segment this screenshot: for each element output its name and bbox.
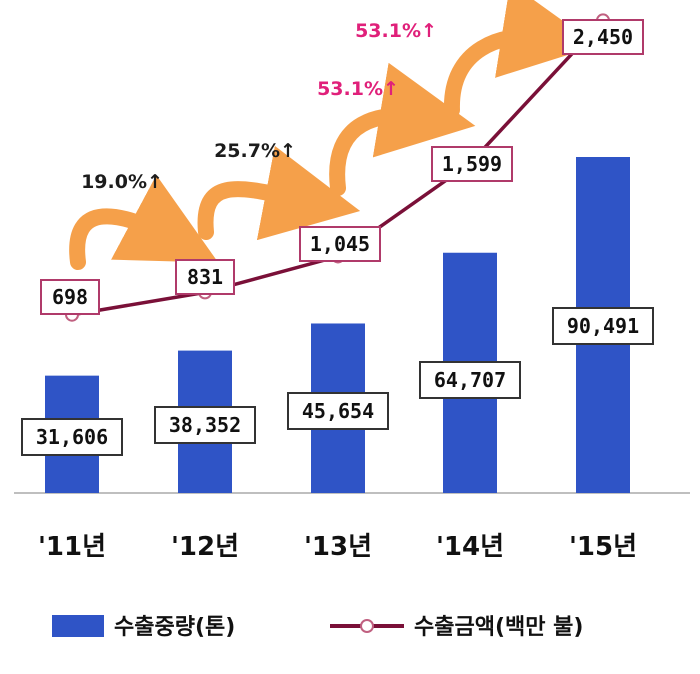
line-value-label-2-box: [299, 226, 381, 262]
growth-label-0: 19.0%↑: [81, 171, 163, 193]
line-value-label-1-box: [175, 259, 235, 295]
category-label-2: '13년: [304, 532, 372, 562]
line-value-label-3: 1,599: [442, 152, 502, 176]
bar-value-label-0: 31,606: [36, 425, 108, 449]
line-value-label-4-box: [562, 19, 644, 55]
bar-value-label-2-box: [287, 392, 389, 430]
bar-value-label-1: 38,352: [169, 413, 241, 437]
growth-label-1: 25.7%↑: [214, 140, 296, 162]
growth-label-3: 53.1%↑: [355, 20, 437, 42]
growth-arrows: 19.0%↑ 25.7%↑ 53.1%↑ 53.1%↑: [69, 0, 598, 270]
growth-arrow-0: [69, 175, 219, 270]
bar-value-label-0-box: [21, 418, 123, 456]
bar-value-label-2: 45,654: [302, 399, 374, 423]
growth-arrow-3: [443, 0, 598, 118]
bar-value-label-1-box: [154, 406, 256, 444]
value-labels: 31,606 38,352 45,654 64,707 90,491 698 831 1,04…: [21, 19, 654, 456]
line-value-label-4: 2,450: [573, 25, 633, 49]
bar-value-label-4-box: [552, 307, 654, 345]
legend-bar-swatch: [52, 615, 104, 637]
line-value-label-1: 831: [187, 265, 223, 289]
bars: [45, 157, 630, 493]
category-label-1: '12년: [171, 532, 239, 562]
line-value-label-0-box: [40, 279, 100, 315]
legend-line-label: 수출금액(백만 불): [414, 615, 583, 640]
legend-line-marker: [360, 619, 374, 633]
legend-bar-label: 수출중량(톤): [114, 615, 235, 640]
category-label-3: '14년: [436, 532, 504, 562]
line-value-label-0: 698: [52, 285, 88, 309]
bar-value-label-3: 64,707: [434, 368, 506, 392]
line-value-label-2: 1,045: [310, 232, 370, 256]
category-label-4: '15년: [569, 532, 637, 562]
line-value-label-3-box: [431, 146, 513, 182]
growth-arrow-1: [197, 145, 361, 241]
bar-value-label-3-box: [419, 361, 521, 399]
bar-value-label-4: 90,491: [567, 314, 639, 338]
category-label-0: '11년: [38, 532, 106, 562]
category-labels: '11년 '12년 '13년 '14년 '15년: [38, 532, 637, 562]
growth-label-2: 53.1%↑: [317, 78, 399, 100]
growth-arrow-2: [329, 62, 476, 196]
legend: 수출중량(톤) 수출금액(백만 불): [52, 615, 583, 640]
